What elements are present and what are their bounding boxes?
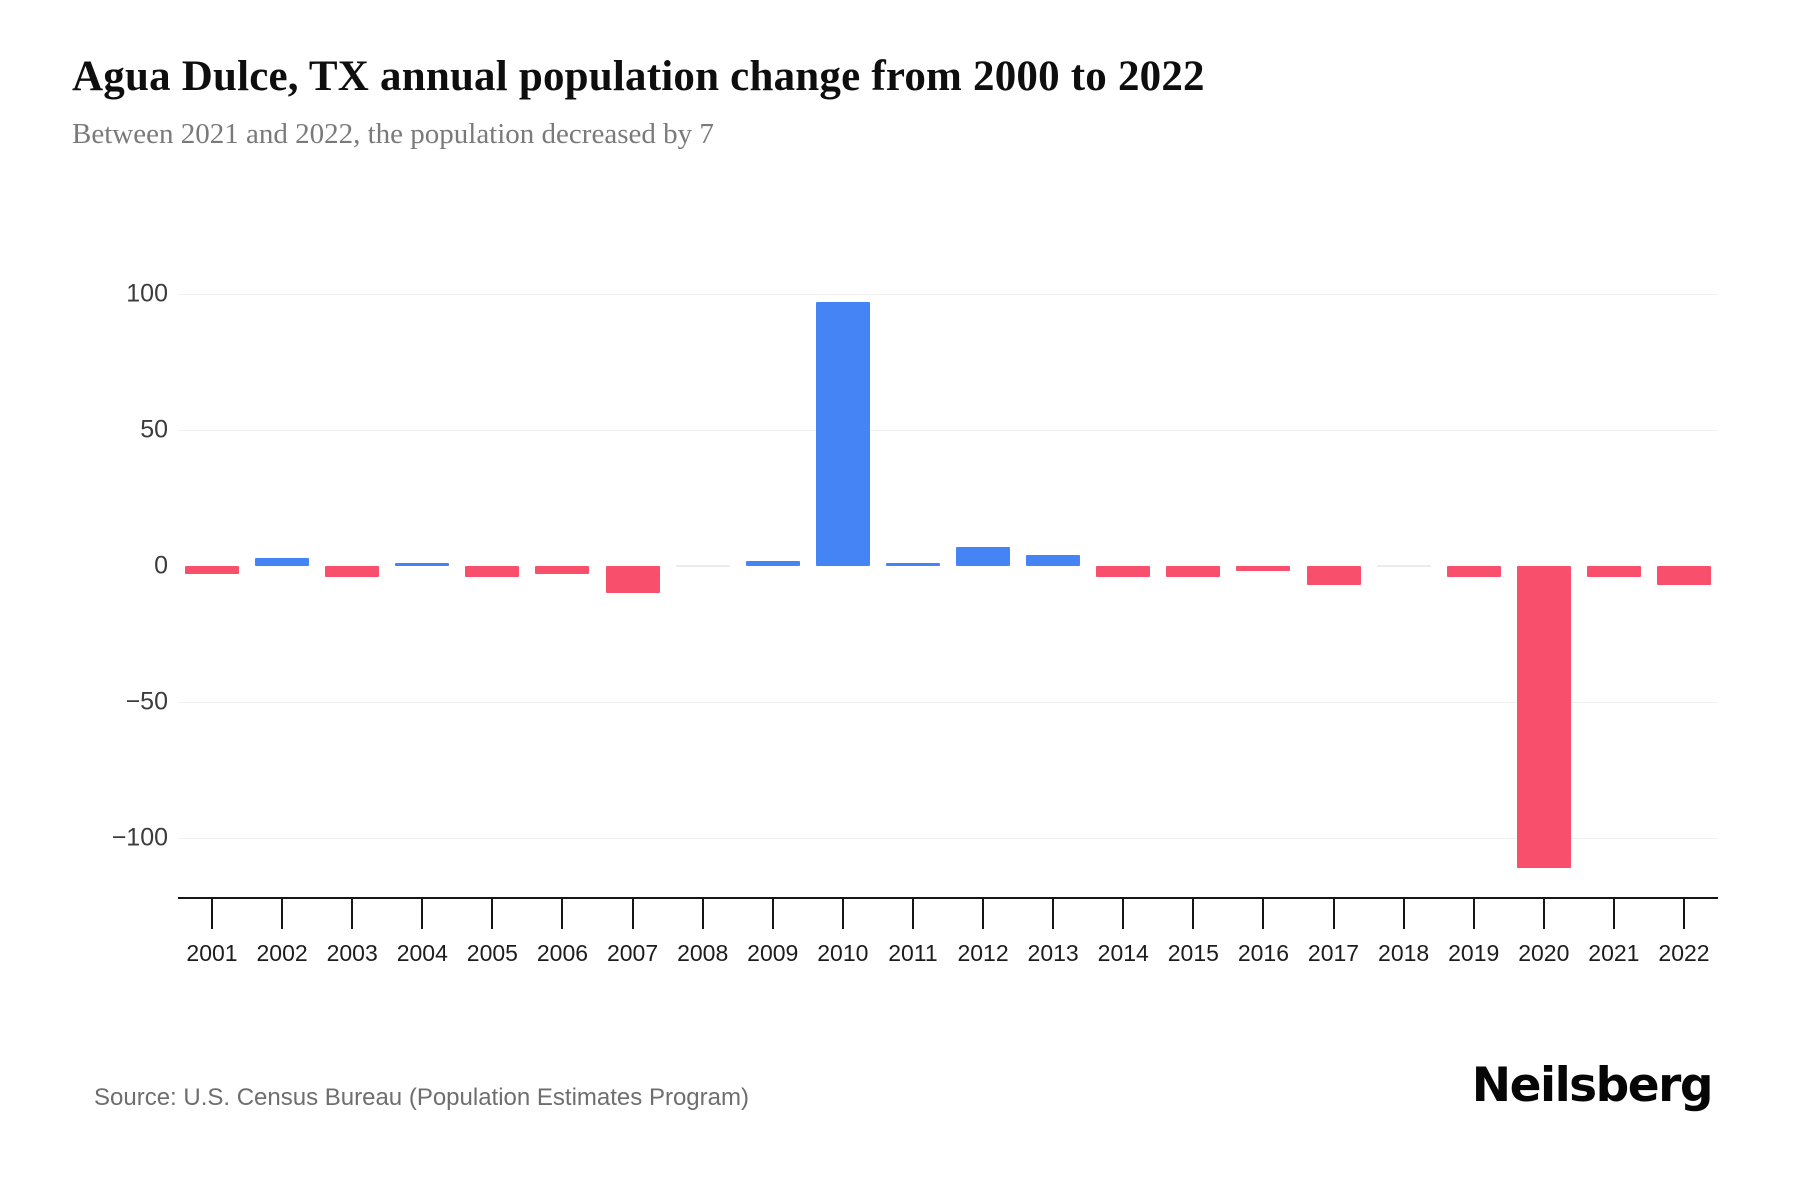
- x-tick-2018: [1402, 899, 1405, 929]
- bar-2003[interactable]: [325, 566, 380, 577]
- gridline-−50: [178, 702, 1718, 703]
- bar-2014[interactable]: [1096, 566, 1151, 577]
- x-axis-label-2007: 2007: [606, 940, 659, 966]
- x-axis-label-2018: 2018: [1378, 940, 1430, 966]
- x-tick-2020: [1542, 899, 1545, 929]
- chart-subtitle: Between 2021 and 2022, the population de…: [72, 118, 714, 150]
- bar-2011[interactable]: [885, 563, 940, 566]
- x-axis-label-2011: 2011: [888, 940, 938, 966]
- bar-2005[interactable]: [465, 566, 520, 577]
- bar-2008[interactable]: [675, 565, 730, 567]
- x-tick-2001: [211, 899, 213, 929]
- x-axis-label-2010: 2010: [817, 940, 869, 966]
- x-tick-2007: [631, 899, 634, 929]
- x-tick-2015: [1192, 899, 1195, 929]
- bar-2006[interactable]: [535, 566, 590, 575]
- x-tick-2022: [1683, 899, 1685, 929]
- x-tick-2017: [1332, 899, 1335, 929]
- x-axis-label-2022: 2022: [1658, 940, 1710, 966]
- bar-2002[interactable]: [255, 557, 310, 566]
- x-tick-2005: [491, 899, 494, 929]
- x-axis-label-2016: 2016: [1237, 940, 1290, 966]
- x-tick-2011: [911, 899, 914, 929]
- x-axis-label-2002: 2002: [256, 940, 308, 966]
- x-tick-2006: [561, 899, 564, 929]
- x-tick-2019: [1472, 899, 1475, 929]
- y-axis-label-−50: −50: [125, 687, 168, 716]
- bar-2010[interactable]: [815, 302, 870, 566]
- bar-2018[interactable]: [1376, 565, 1431, 567]
- bar-2004[interactable]: [395, 563, 450, 566]
- bar-2001[interactable]: [185, 566, 239, 575]
- x-axis-label-2005: 2005: [466, 940, 518, 966]
- x-tick-2003: [351, 899, 354, 929]
- x-axis-label-2015: 2015: [1167, 940, 1219, 966]
- y-axis-label-100: 100: [126, 279, 168, 308]
- x-tick-2010: [841, 899, 844, 929]
- bar-2022[interactable]: [1657, 566, 1711, 586]
- x-tick-2004: [421, 899, 424, 929]
- neilsberg-logo: Neilsberg: [1471, 1058, 1714, 1113]
- x-axis-label-2020: 2020: [1518, 940, 1570, 966]
- bar-2012[interactable]: [956, 546, 1011, 566]
- x-tick-2009: [771, 899, 774, 929]
- bar-2021[interactable]: [1586, 566, 1641, 577]
- x-axis-label-2001: 2001: [186, 940, 238, 966]
- x-tick-2002: [281, 899, 284, 929]
- bar-2017[interactable]: [1306, 566, 1361, 586]
- x-tick-2012: [982, 899, 985, 929]
- x-axis-label-2006: 2006: [536, 940, 589, 966]
- x-axis-label-2017: 2017: [1307, 940, 1360, 966]
- bar-2007[interactable]: [605, 566, 660, 594]
- y-axis-label-50: 50: [140, 415, 168, 444]
- x-axis-label-2003: 2003: [326, 940, 378, 966]
- x-axis-label-2014: 2014: [1097, 940, 1149, 966]
- bar-2009[interactable]: [745, 560, 800, 566]
- x-axis-label-2008: 2008: [677, 940, 729, 966]
- gridline-100: [178, 294, 1718, 295]
- bar-2015[interactable]: [1166, 566, 1221, 577]
- y-axis-label-−100: −100: [111, 823, 168, 852]
- source-note: Source: U.S. Census Bureau (Population E…: [94, 1084, 749, 1111]
- y-axis-label-0: 0: [154, 551, 168, 580]
- x-tick-2014: [1122, 899, 1125, 929]
- bar-2019[interactable]: [1446, 566, 1501, 577]
- x-axis-label-2021: 2021: [1588, 940, 1640, 966]
- x-axis-label-2019: 2019: [1448, 940, 1500, 966]
- x-axis-label-2009: 2009: [747, 940, 799, 966]
- x-tick-2008: [701, 899, 704, 929]
- x-axis-label-2004: 2004: [396, 940, 448, 966]
- chart-title: Agua Dulce, TX annual population change …: [72, 53, 1205, 100]
- bar-2016[interactable]: [1236, 566, 1291, 572]
- x-tick-2016: [1262, 899, 1265, 929]
- bar-2020[interactable]: [1516, 566, 1571, 868]
- bar-2013[interactable]: [1026, 555, 1081, 566]
- x-axis-label-2012: 2012: [957, 940, 1009, 966]
- gridline-−100: [178, 838, 1718, 839]
- x-axis-line: [178, 897, 1718, 899]
- gridline-50: [178, 430, 1718, 431]
- x-axis-label-2013: 2013: [1027, 940, 1079, 966]
- x-tick-2013: [1052, 899, 1055, 929]
- x-tick-2021: [1612, 899, 1615, 929]
